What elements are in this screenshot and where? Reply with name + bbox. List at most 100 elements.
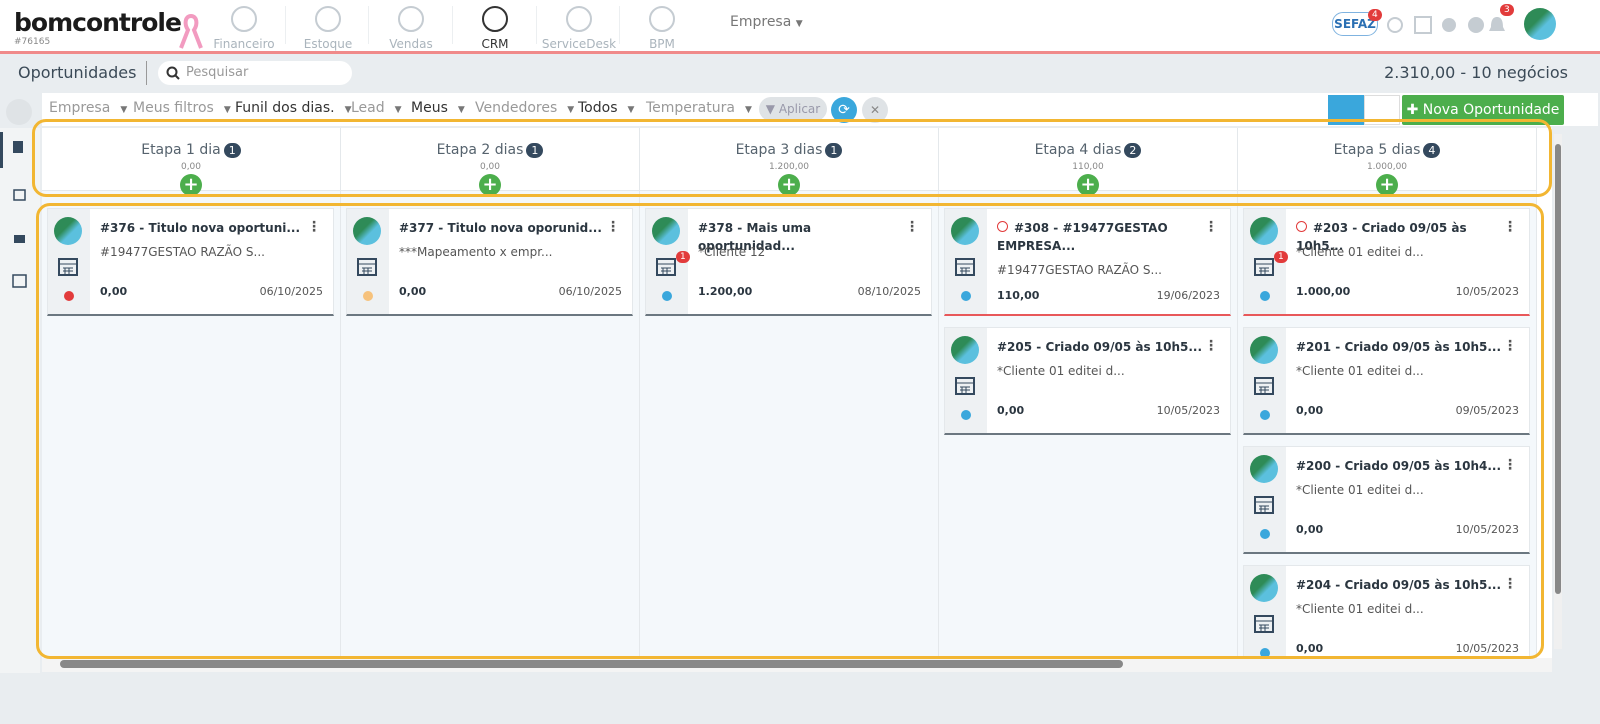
card-title: #204 - Criado 09/05 às 10h5... [1296,576,1506,594]
card-subtitle: *Cliente 01 editei d... [1296,483,1424,497]
nav-item[interactable]: BPM [622,4,702,51]
filter-dropdown[interactable]: Lead ▼ [351,100,402,116]
add-button[interactable]: + [1077,174,1099,196]
card-value: 1.000,00 [1296,285,1351,298]
user-avatar[interactable] [1524,8,1556,40]
column-count: 2 [1124,143,1142,158]
card-date: 09/05/2023 [1455,404,1519,417]
card-strip [945,209,987,314]
filter-label: Empresa [49,100,111,116]
column-count: 1 [223,143,241,158]
new-label: Nova Oportunidade [1422,102,1560,118]
filter-dropdown[interactable]: Todos ▼ [578,100,634,116]
header: bomcontrole #76165 Empresa ▼ SEFAZ 4 3 F… [0,0,1600,54]
opportunity-card[interactable]: #204 - Criado 09/05 às 10h5... *Cliente 0… [1243,565,1530,658]
calendar-icon [955,256,975,280]
card-strip [1244,447,1286,552]
filter-dropdown[interactable]: Vendedores ▼ [475,100,574,116]
card-badge: 1 [1274,251,1288,263]
nav-item[interactable]: Financeiro [204,4,284,51]
column-header: Etapa 2 dias 1 0,00 + [341,128,639,196]
card-title-text: #200 - Criado 09/05 às 10h4... [1296,459,1502,473]
avatar [54,217,82,245]
sidebar-icons[interactable] [12,140,28,290]
opportunity-card[interactable]: #377 - Titulo nova oporunid... ***Mapeame… [346,208,633,316]
card-date: 06/10/2025 [259,285,323,298]
temperature-dot [64,291,74,301]
opportunity-card[interactable]: 1 #378 - Mais uma oportunidad... *Cliente … [645,208,932,316]
clear-button[interactable]: ✕ [862,97,888,123]
card-strip: 1 [646,209,690,314]
logo[interactable]: bomcontrole [14,8,182,37]
nav-item[interactable]: CRM [455,4,535,51]
nav-item[interactable]: Vendas [371,4,451,51]
card-strip [48,209,90,314]
company-menu[interactable]: Empresa ▼ [730,14,803,30]
board-view-button[interactable] [1328,95,1364,125]
opportunity-card[interactable]: #376 - Titulo nova oportuni... #19477GEST… [47,208,334,316]
column-count: 1 [526,143,544,158]
column-header: Etapa 3 dias 1 1.200,00 + [640,128,938,196]
refresh-button[interactable]: ⟳ [831,97,857,123]
filter-dropdown[interactable]: Funil dos dias. ▼ [235,100,351,116]
nav-icon [649,6,675,32]
notification-badge: 3 [1500,4,1514,16]
opportunity-card[interactable]: #200 - Criado 09/05 às 10h4... *Cliente 0… [1243,446,1530,554]
add-button[interactable]: + [180,174,202,196]
nav-item[interactable]: Estoque [288,4,368,51]
add-button[interactable]: + [778,174,800,196]
h-scrollbar[interactable] [42,658,1552,672]
card-title: #203 - Criado 09/05 às 10h5... [1296,219,1506,255]
caret: ▼ [344,105,352,115]
add-button[interactable]: + [1376,174,1398,196]
v-scrollbar[interactable] [1554,134,1562,649]
filter-dropdown[interactable]: Empresa ▼ [49,100,127,116]
nav-item[interactable]: ServiceDesk [539,4,619,51]
add-button[interactable]: + [479,174,501,196]
card-subtitle: #19477GESTAO RAZÃO S... [100,245,265,259]
opportunity-card[interactable]: #205 - Criado 09/05 às 10h5... *Cliente 0… [944,327,1231,435]
card-menu[interactable]: ⋮ [905,219,919,235]
list-view-button[interactable] [1364,95,1400,125]
search-input[interactable]: Pesquisar [158,61,352,85]
collapse-button[interactable] [6,99,32,125]
card-strip [347,209,389,314]
nav-label: ServiceDesk [541,37,617,51]
card-menu[interactable]: ⋮ [1503,338,1517,354]
column: Etapa 3 dias 1 1.200,00 + 1 #378 - Mais uma o… [640,128,939,658]
opportunity-card[interactable]: #201 - Criado 09/05 às 10h5... *Cliente 0… [1243,327,1530,435]
filter-dropdown[interactable]: Temperatura ▼ [646,100,752,116]
opportunity-card[interactable]: 1 #203 - Criado 09/05 às 10h5... *Cliente … [1243,208,1530,316]
nav-separator [619,6,620,44]
kanban-board: Etapa 1 dia 1 0,00 + #376 - Titulo nova opor… [42,128,1552,658]
calendar-icon [1254,613,1274,637]
card-menu[interactable]: ⋮ [1503,219,1517,235]
alert-icon [1296,221,1307,232]
card-menu[interactable]: ⋮ [606,219,620,235]
filter-dropdown[interactable]: Meus filtros ▼ [133,100,231,116]
card-menu[interactable]: ⋮ [1503,457,1517,473]
card-subtitle: #19477GESTAO RAZÃO S... [997,263,1162,277]
apply-button[interactable]: ▼ Aplicar [759,97,827,121]
sefaz-button[interactable]: SEFAZ [1332,12,1378,36]
card-menu[interactable]: ⋮ [1503,576,1517,592]
temperature-dot [662,291,672,301]
column: Etapa 2 dias 1 0,00 + #377 - Titulo nova opo… [341,128,640,658]
card-menu[interactable]: ⋮ [307,219,321,235]
opportunity-card[interactable]: #308 - #19477GESTAO EMPRESA... #19477GEST… [944,208,1231,316]
caret: ▼ [120,105,128,115]
new-opportunity-button[interactable]: ✚ Nova Oportunidade [1402,95,1564,125]
filter-label: Todos [578,100,618,116]
card-date: 10/05/2023 [1455,285,1519,298]
caret: ▼ [223,105,231,115]
card-value: 0,00 [1296,642,1324,655]
card-title-text: #201 - Criado 09/05 às 10h5... [1296,340,1502,354]
nav-icon [231,6,257,32]
nav-icon [315,6,341,32]
card-title: #376 - Titulo nova oportuni... [100,219,310,237]
column-header: Etapa 1 dia 1 0,00 + [42,128,340,196]
nav-label: CRM [481,37,509,51]
filter-dropdown[interactable]: Meus ▼ [411,100,465,116]
card-menu[interactable]: ⋮ [1204,338,1218,354]
card-menu[interactable]: ⋮ [1204,219,1218,235]
